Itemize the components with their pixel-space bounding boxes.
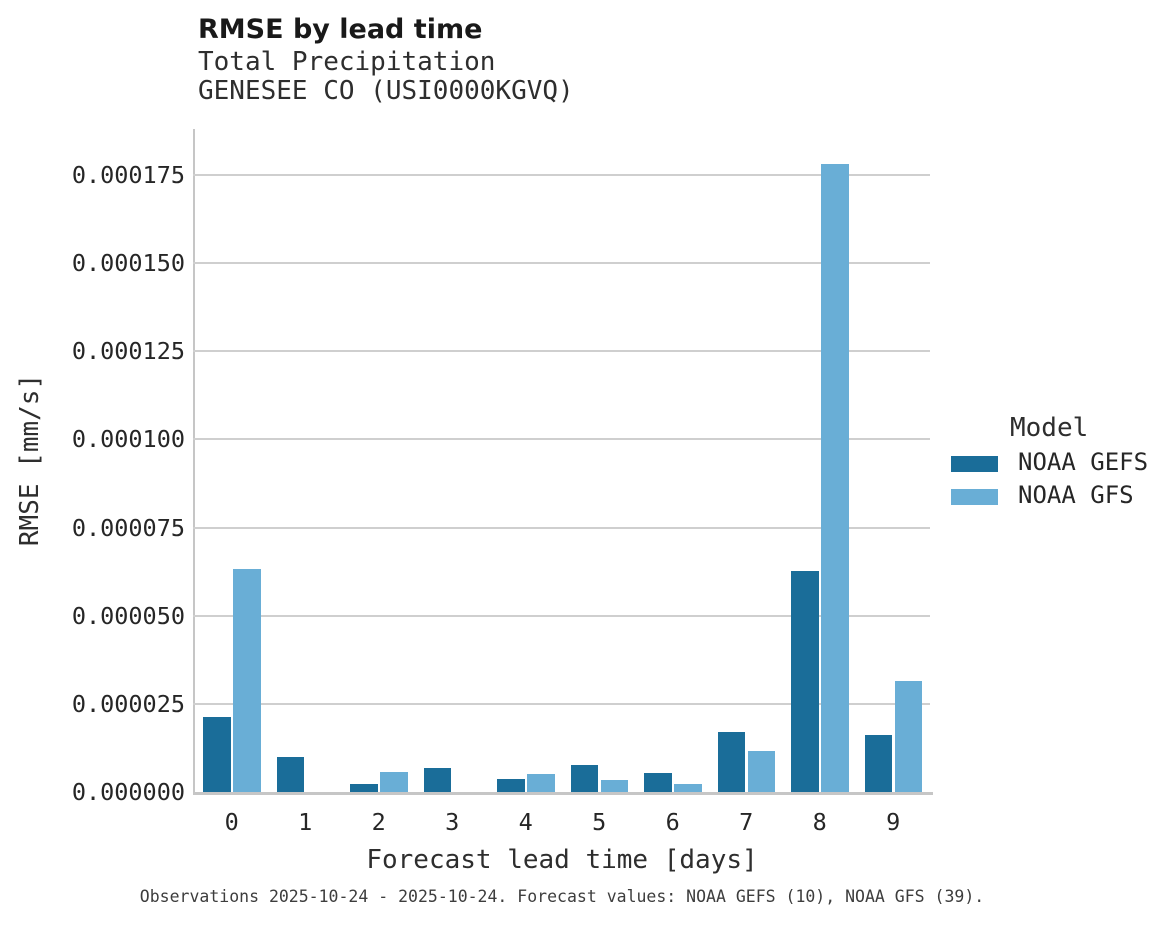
x-axis-label: Forecast lead time [days] <box>366 845 758 875</box>
footer-caption: Observations 2025-10-24 - 2025-10-24. Fo… <box>139 887 985 906</box>
x-tick-label: 9 <box>886 808 901 836</box>
bar-noaa-gfs-day-4 <box>527 774 555 792</box>
x-tick-label: 8 <box>812 808 827 836</box>
bar-noaa-gefs-day-1 <box>276 756 304 792</box>
bar-noaa-gefs-day-8 <box>791 571 819 792</box>
gridline <box>193 173 930 176</box>
x-tick-label: 3 <box>445 808 460 836</box>
bar-noaa-gfs-day-2 <box>380 771 408 792</box>
x-tick-label: 2 <box>371 808 386 836</box>
bar-noaa-gfs-day-6 <box>674 783 702 792</box>
plot-area <box>193 129 933 795</box>
gridline <box>193 702 930 705</box>
x-tick-label: 5 <box>592 808 607 836</box>
y-axis-label: RMSE [mm/s] <box>15 373 45 547</box>
bar-noaa-gefs-day-6 <box>644 772 672 792</box>
bar-noaa-gefs-day-4 <box>497 779 525 792</box>
y-axis-spine <box>193 129 195 795</box>
gridline <box>193 438 930 441</box>
y-tick-label: 0.000000 <box>71 778 185 806</box>
bar-noaa-gefs-day-3 <box>423 767 451 792</box>
bar-noaa-gefs-day-9 <box>864 734 892 792</box>
bar-noaa-gfs-day-9 <box>894 680 922 792</box>
x-axis-line <box>193 792 933 795</box>
gridline <box>193 614 930 617</box>
y-tick-label: 0.000175 <box>71 160 185 189</box>
legend-title: Model <box>1010 413 1089 443</box>
bar-noaa-gfs-day-5 <box>600 780 628 792</box>
x-tick-label: 0 <box>224 808 239 836</box>
bar-noaa-gfs-day-0 <box>233 568 261 792</box>
chart-subtitle-variable: Total Precipitation <box>198 47 496 77</box>
gridline <box>193 350 930 353</box>
legend-label-noaa-gefs: NOAA GEFS <box>1018 448 1149 476</box>
chart-title: RMSE by lead time <box>198 14 483 45</box>
y-tick-label: 0.000025 <box>71 689 185 718</box>
bar-noaa-gefs-day-2 <box>350 783 378 792</box>
chart-subtitle-location: GENESEE CO (USI0000KGVQ) <box>198 76 574 106</box>
x-tick-label: 6 <box>665 808 680 836</box>
gridline <box>193 262 930 264</box>
legend-swatch-noaa-gfs <box>951 489 998 505</box>
bar-noaa-gfs-day-8 <box>821 163 849 792</box>
y-tick-label: 0.000100 <box>71 425 185 454</box>
x-tick-label: 4 <box>518 808 533 836</box>
y-tick-label: 0.000150 <box>71 249 185 277</box>
legend-label-noaa-gfs: NOAA GFS <box>1018 481 1134 509</box>
bar-noaa-gefs-day-5 <box>570 764 598 792</box>
bar-noaa-gfs-day-7 <box>747 751 775 792</box>
legend-swatch-noaa-gefs <box>951 456 998 472</box>
y-tick-label: 0.000125 <box>71 337 185 366</box>
gridline <box>193 526 930 529</box>
y-tick-label: 0.000075 <box>71 513 185 542</box>
y-tick-label: 0.000050 <box>71 601 185 630</box>
x-tick-label: 7 <box>739 808 754 836</box>
x-tick-label: 1 <box>298 808 313 836</box>
bar-noaa-gefs-day-0 <box>203 716 231 792</box>
bar-noaa-gefs-day-7 <box>717 732 745 792</box>
